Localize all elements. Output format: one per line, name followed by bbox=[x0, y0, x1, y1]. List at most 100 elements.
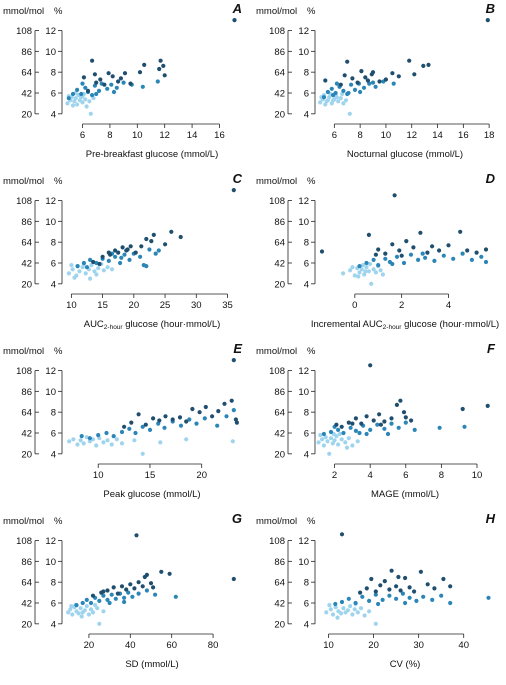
data-point bbox=[79, 434, 84, 439]
y-left-tick-label: 86 bbox=[21, 47, 32, 58]
data-point bbox=[144, 588, 149, 593]
data-point bbox=[127, 426, 132, 431]
data-point bbox=[203, 404, 208, 410]
data-point bbox=[133, 430, 138, 436]
data-point bbox=[350, 421, 355, 426]
data-point bbox=[159, 569, 164, 574]
data-point bbox=[425, 250, 430, 255]
y-right-tick-label: 12 bbox=[45, 536, 56, 547]
data-point bbox=[169, 229, 174, 234]
data-point bbox=[101, 440, 106, 445]
data-point bbox=[153, 251, 158, 256]
x-tick-label: 10 bbox=[132, 130, 143, 141]
y-left-tick-label: 64 bbox=[21, 238, 32, 249]
data-point bbox=[396, 74, 401, 79]
x-tick-label: 20 bbox=[84, 640, 95, 651]
y-right-tick-label: 12 bbox=[45, 366, 56, 377]
panel-letter: D bbox=[486, 171, 496, 186]
data-point bbox=[403, 575, 408, 581]
data-point bbox=[67, 439, 72, 444]
data-point bbox=[101, 593, 106, 598]
x-axis-label: Peak glucose (mmol/L) bbox=[103, 489, 200, 500]
data-point bbox=[399, 253, 404, 258]
data-point bbox=[359, 421, 364, 426]
y-left-tick-label: 108 bbox=[269, 366, 285, 377]
data-point bbox=[382, 419, 387, 424]
y-right-tick-label: 6 bbox=[51, 429, 56, 440]
y-left-tick-label: 108 bbox=[16, 196, 32, 207]
data-point bbox=[105, 438, 110, 443]
data-point bbox=[349, 82, 354, 87]
data-point bbox=[163, 242, 168, 247]
data-point bbox=[136, 412, 141, 417]
data-point bbox=[184, 419, 189, 424]
data-point bbox=[485, 18, 490, 23]
data-point bbox=[368, 427, 373, 432]
data-point bbox=[69, 263, 74, 268]
data-point bbox=[441, 576, 446, 582]
y-right-tick-label: 12 bbox=[298, 536, 309, 547]
data-point bbox=[126, 590, 131, 595]
data-point bbox=[368, 363, 373, 368]
data-point bbox=[80, 81, 85, 86]
data-point bbox=[364, 586, 369, 591]
y-right-tick-label: 8 bbox=[304, 408, 309, 419]
x-tick-label: 20 bbox=[129, 300, 140, 311]
y-right-tick-label: 4 bbox=[304, 279, 309, 290]
data-point bbox=[105, 588, 110, 593]
data-point bbox=[353, 428, 358, 433]
data-point bbox=[355, 80, 360, 85]
series-mid bbox=[333, 591, 491, 607]
data-point bbox=[66, 610, 71, 615]
data-point bbox=[101, 268, 106, 273]
data-point bbox=[134, 533, 139, 538]
data-point bbox=[403, 420, 408, 425]
data-point bbox=[148, 581, 154, 586]
x-tick-label: 60 bbox=[166, 640, 177, 651]
data-point bbox=[465, 248, 470, 253]
data-point bbox=[85, 88, 91, 93]
data-point bbox=[316, 440, 321, 445]
data-point bbox=[68, 607, 73, 612]
y-right-tick-label: 10 bbox=[45, 557, 56, 568]
data-point bbox=[344, 445, 350, 450]
y-left-tick-label: 64 bbox=[21, 68, 32, 79]
data-point bbox=[73, 96, 78, 101]
data-point bbox=[318, 100, 323, 105]
x-tick-label: 10 bbox=[93, 470, 104, 481]
y-right-tick-label: 4 bbox=[51, 449, 56, 460]
x-axis-label: Nocturnal glucose (mmol/L) bbox=[347, 149, 463, 160]
data-point bbox=[128, 244, 133, 249]
x-tick-label: 40 bbox=[458, 640, 469, 651]
y-left-unit-label: mmol/mol bbox=[256, 6, 297, 17]
data-point bbox=[483, 259, 489, 265]
data-point bbox=[353, 416, 358, 421]
y-left-tick-label: 42 bbox=[274, 599, 285, 610]
data-point bbox=[362, 272, 367, 277]
y-right-tick-label: 12 bbox=[298, 26, 309, 37]
data-point bbox=[104, 430, 109, 436]
y-left-tick-label: 108 bbox=[269, 196, 285, 207]
data-point bbox=[321, 95, 327, 100]
data-point bbox=[151, 585, 156, 590]
data-point bbox=[364, 414, 369, 419]
data-point bbox=[364, 431, 369, 437]
y-left-unit-label: mmol/mol bbox=[3, 516, 44, 527]
data-point bbox=[327, 95, 332, 100]
data-point bbox=[371, 257, 376, 262]
data-point bbox=[397, 248, 402, 253]
data-point bbox=[432, 586, 437, 591]
panel-letter: E bbox=[233, 341, 242, 356]
x-axis-label: SD (mmol/L) bbox=[125, 659, 178, 670]
y-left-tick-label: 64 bbox=[274, 238, 285, 249]
data-point bbox=[81, 75, 86, 80]
y-left-tick-label: 64 bbox=[274, 408, 285, 419]
data-point bbox=[341, 430, 346, 436]
data-point bbox=[398, 588, 403, 593]
y-left-tick-label: 42 bbox=[21, 259, 32, 270]
series-mid bbox=[321, 420, 467, 437]
data-point bbox=[369, 281, 374, 286]
data-point bbox=[441, 253, 446, 258]
